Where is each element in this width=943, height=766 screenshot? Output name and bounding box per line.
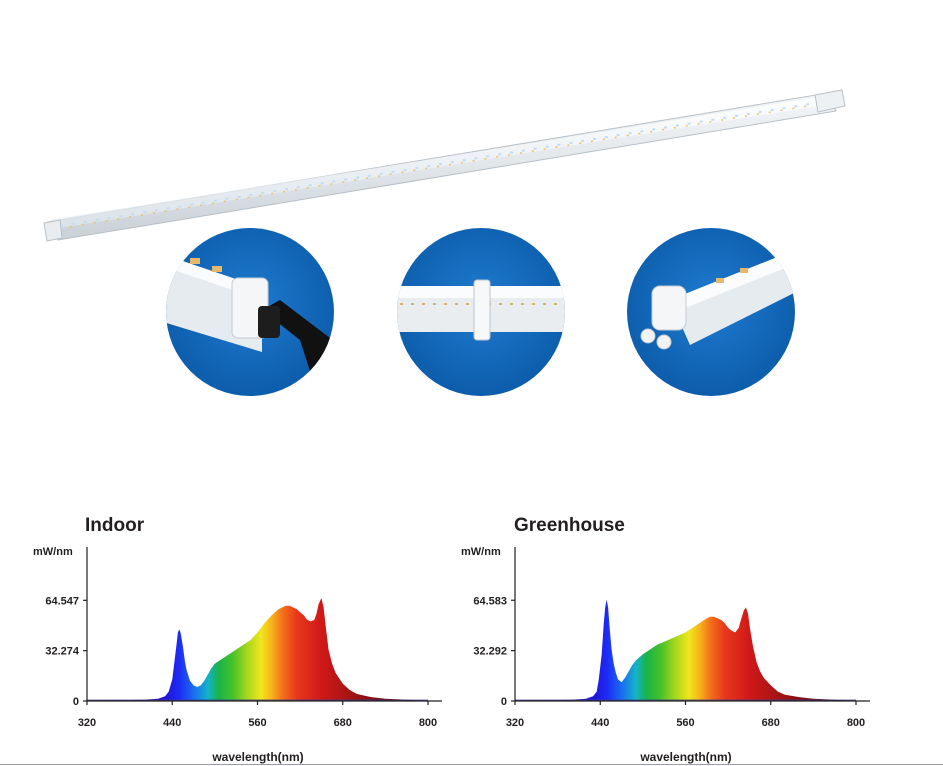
y-tick-label: 32.274 [45,646,80,658]
bottom-divider [0,764,943,765]
chart-indoor-svg: Indoor mW/nm 320 440 560 680 800 0 32.274 64.54… [33,515,442,764]
axes-group [514,547,870,702]
y-tick-label: 32.292 [473,646,507,658]
detail-circle-joint-connector [397,228,565,396]
led-tube [43,89,846,242]
spectrum-area-group [515,599,856,701]
y-axis-unit: mW/nm [33,546,73,558]
spectrum-area-group [87,598,428,701]
axes-group [86,547,442,702]
tick-group: 320 440 560 680 800 0 32.292 64.583 [473,595,865,729]
product-photo [43,89,846,396]
chart-indoor: Indoor mW/nm 320 440 560 680 800 0 32.274 64.54… [20,505,460,766]
spectrum-area [87,598,428,701]
y-axis-unit: mW/nm [461,546,501,558]
x-axis-label: wavelength(nm) [639,750,731,764]
led-tube-illustration [43,89,846,396]
y-tick-label: 64.583 [473,595,507,607]
chart-greenhouse: Greenhouse mW/nm 320 440 560 680 800 0 32.292 6… [448,505,888,766]
x-tick-label: 320 [506,717,524,729]
x-tick-label: 320 [78,717,96,729]
detail-circle-power-plug [166,228,334,396]
x-tick-label: 560 [248,717,266,729]
y-tick-label: 64.547 [45,595,79,607]
tick-group: 320 440 560 680 800 0 32.274 64.547 [45,595,437,729]
x-tick-label: 440 [163,717,181,729]
chart-title: Indoor [85,515,145,536]
x-tick-label: 560 [676,717,694,729]
x-tick-label: 680 [762,717,780,729]
y-tick-label: 0 [73,696,79,708]
chart-greenhouse-svg: Greenhouse mW/nm 320 440 560 680 800 0 32.292 6… [461,515,870,764]
spectrum-area [515,599,856,701]
x-tick-label: 800 [847,717,865,729]
x-tick-label: 680 [334,717,352,729]
x-axis-label: wavelength(nm) [211,750,303,764]
detail-circle-end-cap [627,228,795,396]
chart-title: Greenhouse [514,515,625,536]
x-tick-label: 800 [419,717,437,729]
y-tick-label: 0 [501,696,507,708]
x-tick-label: 440 [591,717,609,729]
